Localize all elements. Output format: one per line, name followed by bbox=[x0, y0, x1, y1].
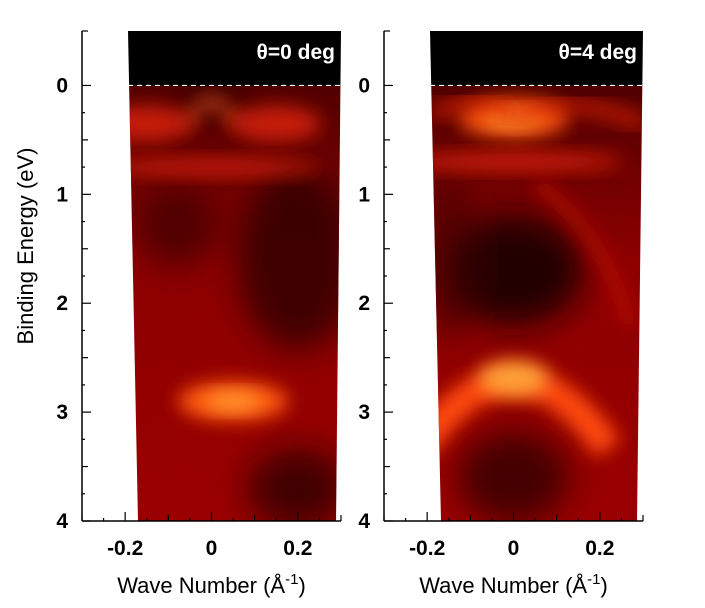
band-feature-2 bbox=[430, 152, 624, 171]
y-tick-label: 2 bbox=[358, 292, 370, 315]
intensity-map bbox=[128, 31, 341, 521]
above-fermi-region bbox=[128, 31, 341, 86]
band-feature-2 bbox=[128, 105, 192, 142]
panel-2: θ=4 deg 0 1 2 3 4 -0.2 0 0.2 Wave Number (Å-1) bbox=[358, 30, 644, 598]
x-tick-label: 0.2 bbox=[283, 537, 312, 560]
y-tick-label: 1 bbox=[358, 183, 370, 206]
x-tick-label: 0.2 bbox=[585, 537, 614, 560]
y-tick-label: 4 bbox=[56, 510, 68, 533]
band-feature-4 bbox=[128, 158, 322, 177]
band-feature-3 bbox=[231, 105, 322, 142]
panel-label: θ=0 deg bbox=[257, 41, 335, 64]
x-axis-title: Wave Number (Å-1) bbox=[419, 571, 608, 598]
above-fermi-region bbox=[430, 31, 643, 86]
x-tick-label: -0.2 bbox=[107, 537, 143, 560]
y-axis-title: Binding Energy (eV) bbox=[13, 148, 38, 345]
x-tick-label: 0 bbox=[508, 537, 520, 560]
intensity-map bbox=[430, 31, 643, 521]
y-tick-label: 3 bbox=[358, 401, 370, 424]
y-tick-label: 3 bbox=[56, 401, 68, 424]
y-tick-label: 1 bbox=[56, 183, 68, 206]
panel-1: θ=0 deg 0 1 2 3 4 -0.2 0 0.2 Wave Number (Å-1) Bin… bbox=[13, 30, 342, 598]
x-axis-title: Wave Number (Å-1) bbox=[117, 571, 306, 598]
y-tick-label: 0 bbox=[56, 74, 68, 97]
band-feature-1 bbox=[181, 95, 242, 129]
y-tick-label: 0 bbox=[358, 74, 370, 97]
y-tick-label: 2 bbox=[56, 292, 68, 315]
y-tick-label: 4 bbox=[358, 510, 370, 533]
panel-label: θ=4 deg bbox=[559, 41, 637, 64]
x-tick-label: 0 bbox=[206, 537, 218, 560]
x-tick-label: -0.2 bbox=[409, 537, 445, 560]
